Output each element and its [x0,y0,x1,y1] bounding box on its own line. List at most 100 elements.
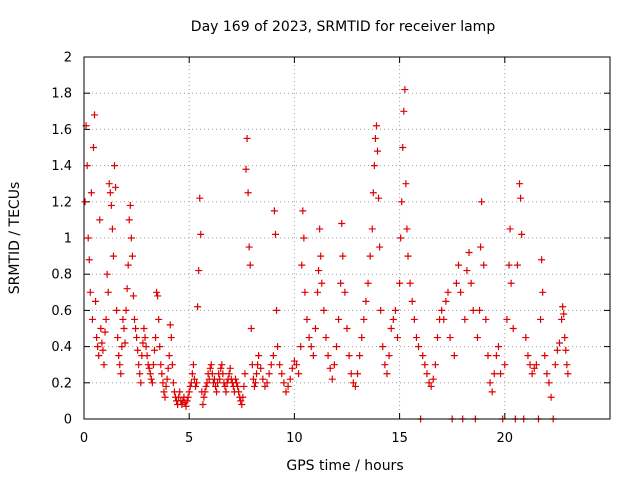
data-point [538,256,546,264]
data-point [200,393,208,401]
data-point [368,225,376,233]
data-point [240,382,248,390]
data-point [517,194,525,202]
data-point [396,279,404,287]
data-point [111,162,119,170]
data-point [150,346,158,354]
data-point [212,382,219,390]
data-point [225,370,233,378]
data-point [402,180,410,188]
data-point [109,252,117,260]
data-point [207,361,215,369]
data-point [391,306,399,314]
y-tick-labels: 0 0.2 0.4 0.6 0.8 1 1.2 1.4 1.6 1.8 2 [51,51,72,428]
data-point [136,370,144,378]
data-point [202,382,210,390]
data-point [102,315,110,323]
data-point [506,225,514,233]
data-point [563,361,571,369]
data-point [158,370,166,378]
data-point [164,364,172,372]
data-point [298,261,306,269]
data-point [203,379,211,387]
data-point [201,388,209,396]
data-point [196,194,204,202]
data-point [564,370,572,378]
data-point [97,325,105,332]
data-point [419,352,427,360]
data-point [161,393,169,401]
data-point [100,361,108,369]
data-point [505,261,513,269]
data-point [169,379,177,387]
data-point [84,234,92,242]
data-point [482,315,490,323]
data-point [152,334,160,342]
data-point [146,370,154,378]
data-point [101,328,109,336]
data-point [297,343,305,351]
data-point [253,370,261,378]
data-point [126,201,134,209]
data-point [117,370,125,378]
data-point [288,364,296,372]
data-point [250,382,258,390]
data-point [113,306,121,314]
data-point [249,375,257,383]
data-point [182,402,190,410]
data-point [153,288,161,296]
data-point [338,220,346,228]
data-point [484,352,492,360]
data-point [265,370,273,378]
data-point [547,393,555,401]
data-point [160,388,168,396]
data-point [562,346,570,354]
data-point [125,216,133,224]
data-point [143,352,151,360]
data-point [385,352,393,360]
data-point [379,343,387,351]
data-point [374,147,382,155]
data-point [114,334,122,342]
data-point [315,267,323,275]
data-point [364,279,372,287]
data-point [316,225,324,233]
data-point [263,379,271,387]
data-point [286,375,294,383]
data-point [303,315,311,323]
x-tick-label: 0 [80,431,88,446]
data-point [559,303,567,311]
data-point [239,393,247,401]
data-point [99,346,107,354]
data-point [217,364,225,372]
y-axis-label: SRMTID / TECUs [7,182,23,295]
data-point [195,267,203,275]
chart-title: Day 169 of 2023, SRMTID for receiver lam… [191,19,496,35]
data-point [406,279,414,287]
data-point [444,288,452,296]
data-point [157,361,165,369]
data-point [290,357,298,365]
data-point [214,379,222,387]
data-point [123,285,131,293]
data-point [397,234,405,242]
data-point [247,325,255,332]
data-point [412,334,420,342]
data-point [433,334,441,342]
data-point [106,189,114,197]
data-point [389,315,397,323]
data-point [243,134,251,142]
data-point [393,334,401,342]
data-point [339,252,347,260]
data-point [398,198,406,206]
data-point [301,288,309,296]
data-point [431,361,439,369]
y-tick-label: 1 [64,232,72,247]
data-point [354,370,362,378]
data-point [147,375,155,383]
data-point [261,382,269,390]
data-point [199,401,207,409]
data-point [189,361,197,369]
data-point [543,370,551,378]
data-point [314,288,322,296]
